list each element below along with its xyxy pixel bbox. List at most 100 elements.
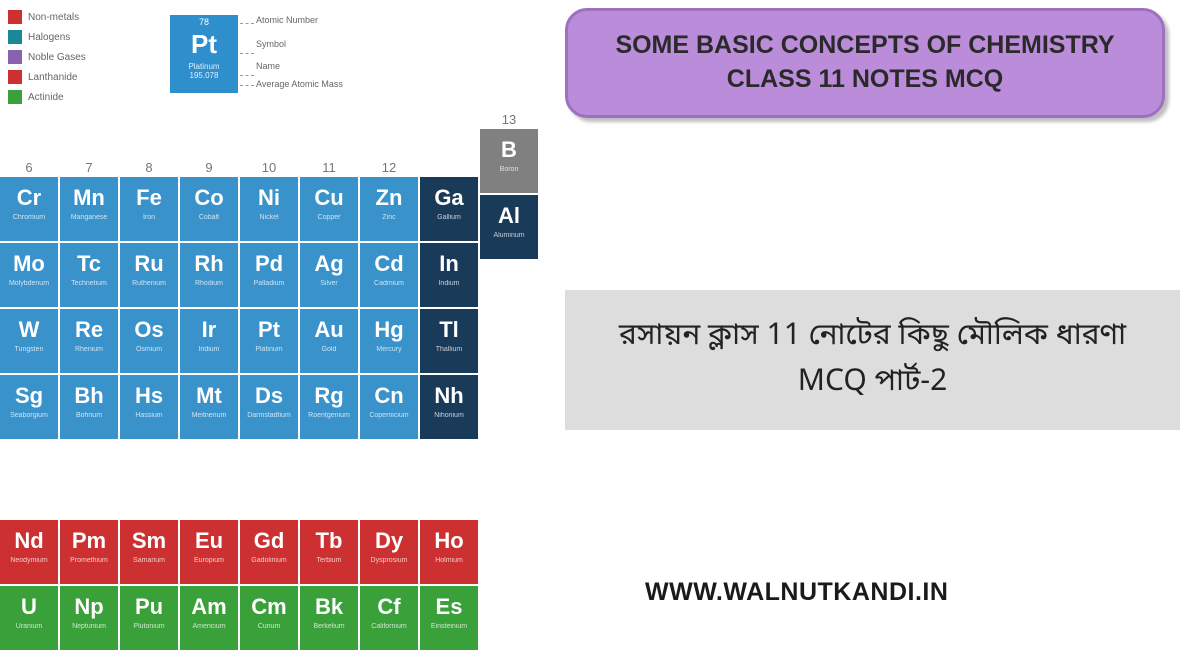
label-symbol: Symbol — [256, 39, 343, 49]
element-symbol: Pm — [60, 528, 118, 554]
f-block: NdNeodymiumPmPromethiumSmSamariumEuEurop… — [0, 520, 480, 652]
element-symbol: Pu — [120, 594, 178, 620]
legend-swatch — [8, 30, 22, 44]
element-name: Copernicium — [360, 412, 418, 419]
element-cell: AgSilver — [300, 243, 358, 307]
element-symbol: Ds — [240, 383, 298, 409]
group-number: 11 — [300, 160, 358, 175]
element-symbol: Os — [120, 317, 178, 343]
table-row: CrChromiumMnManganeseFeIronCoCobaltNiNic… — [0, 177, 480, 241]
element-name: Bohrium — [60, 412, 118, 419]
element-symbol: Ag — [300, 251, 358, 277]
element-cell: Co Cobalt — [180, 177, 238, 241]
legend-item: Actinide — [8, 90, 86, 104]
legend-item: Non-metals — [8, 10, 86, 24]
group-number: 12 — [360, 160, 418, 175]
element-symbol: Ga — [420, 185, 478, 211]
element-name: Samarium — [120, 557, 178, 564]
element-name: Rhenium — [60, 346, 118, 353]
element-symbol: Ir — [180, 317, 238, 343]
element-name: Cadmium — [360, 280, 418, 287]
element-symbol: U — [0, 594, 58, 620]
element-cell: CmCurium — [240, 586, 298, 650]
element-name: Berkelium — [300, 623, 358, 630]
element-name: Einsteinium — [420, 623, 478, 630]
element-name: Indium — [420, 280, 478, 287]
element-cell: NdNeodymium — [0, 520, 58, 584]
element-cell: InIndium — [420, 243, 478, 307]
element-name: Gadolinium — [240, 557, 298, 564]
title-box: SOME BASIC CONCEPTS OF CHEMISTRY CLASS 1… — [565, 8, 1165, 118]
element-cell: Hs Hassium — [120, 375, 178, 439]
element-cell: MnManganese — [60, 177, 118, 241]
group-number: 9 — [180, 160, 238, 175]
element-symbol: Cn — [360, 383, 418, 409]
element-symbol: Co — [180, 185, 238, 211]
element-name: Californium — [360, 623, 418, 630]
element-name: Holmium — [420, 557, 478, 564]
element-symbol: Fe — [120, 185, 178, 211]
element-name: Palladium — [240, 280, 298, 287]
example-mass: 195.078 — [172, 71, 236, 80]
element-cell: CrChromium — [0, 177, 58, 241]
element-cell: MtMeitnerium — [180, 375, 238, 439]
element-symbol: Al — [480, 203, 538, 229]
element-symbol: Eu — [180, 528, 238, 554]
legend-label: Actinide — [28, 92, 64, 103]
element-name: Zinc — [360, 214, 418, 221]
element-cell: AmAmericium — [180, 586, 238, 650]
element-symbol: Tl — [420, 317, 478, 343]
element-cell: GdGadolinium — [240, 520, 298, 584]
element-name: Meitnerium — [180, 412, 238, 419]
element-symbol: Sg — [0, 383, 58, 409]
element-name: Copper — [300, 214, 358, 221]
legend-label: Noble Gases — [28, 52, 86, 63]
element-symbol: W — [0, 317, 58, 343]
element-cell: RuRuthenium — [120, 243, 178, 307]
element-symbol: Mn — [60, 185, 118, 211]
legend-swatch — [8, 10, 22, 24]
element-name: Cobalt — [180, 214, 238, 221]
element-symbol: Hs — [120, 383, 178, 409]
element-cell: Ga Gallium — [420, 177, 478, 241]
element-symbol: Cm — [240, 594, 298, 620]
element-name: Gallium — [420, 214, 478, 221]
element-name: Mercury — [360, 346, 418, 353]
legend: Non-metalsHalogensNoble GasesLanthanideA… — [8, 10, 86, 110]
element-cell: Pm Promethium — [60, 520, 118, 584]
element-cell: NiNickel — [240, 177, 298, 241]
element-name: Promethium — [60, 557, 118, 564]
group-number: 8 — [120, 160, 178, 175]
element-cell: CuCopper — [300, 177, 358, 241]
element-name: Terbium — [300, 557, 358, 564]
element-cell: PtPlatinum — [240, 309, 298, 373]
element-name: Platinum — [240, 346, 298, 353]
element-cell: PuPlutonium — [120, 586, 178, 650]
subtitle-text: রসায়ন ক্লাস 11 নোটের কিছু মৌলিক ধারণা M… — [590, 314, 1155, 407]
element-name: Ruthenium — [120, 280, 178, 287]
element-symbol: Np — [60, 594, 118, 620]
label-atomic-number: Atomic Number — [256, 15, 343, 25]
example-name: Platinum — [172, 62, 236, 71]
element-name: Nickel — [240, 214, 298, 221]
element-symbol: Am — [180, 594, 238, 620]
group-13-header: 13 — [480, 112, 538, 127]
subtitle-box: রসায়ন ক্লাস 11 নোটের কিছু মৌলিক ধারণা M… — [565, 290, 1180, 430]
element-cell: TlThallium — [420, 309, 478, 373]
element-symbol: Tc — [60, 251, 118, 277]
legend-swatch — [8, 70, 22, 84]
element-name: Hassium — [120, 412, 178, 419]
legend-swatch — [8, 50, 22, 64]
legend-item: Halogens — [8, 30, 86, 44]
element-cell: OsOsmium — [120, 309, 178, 373]
element-symbol: Es — [420, 594, 478, 620]
title-text: SOME BASIC CONCEPTS OF CHEMISTRY CLASS 1… — [588, 29, 1142, 97]
label-name: Name — [256, 61, 343, 71]
example-element-cell: 78 Pt Platinum 195.078 — [170, 15, 238, 93]
element-symbol: B — [480, 137, 538, 163]
table-row: MoMolybdenumTcTechnetiumRuRutheniumRhRho… — [0, 243, 480, 307]
element-cell: CdCadmium — [360, 243, 418, 307]
element-cell: RhRhodium — [180, 243, 238, 307]
element-name: Iridium — [180, 346, 238, 353]
group-13-column: 13 BBoronAlAluminum — [480, 112, 540, 261]
